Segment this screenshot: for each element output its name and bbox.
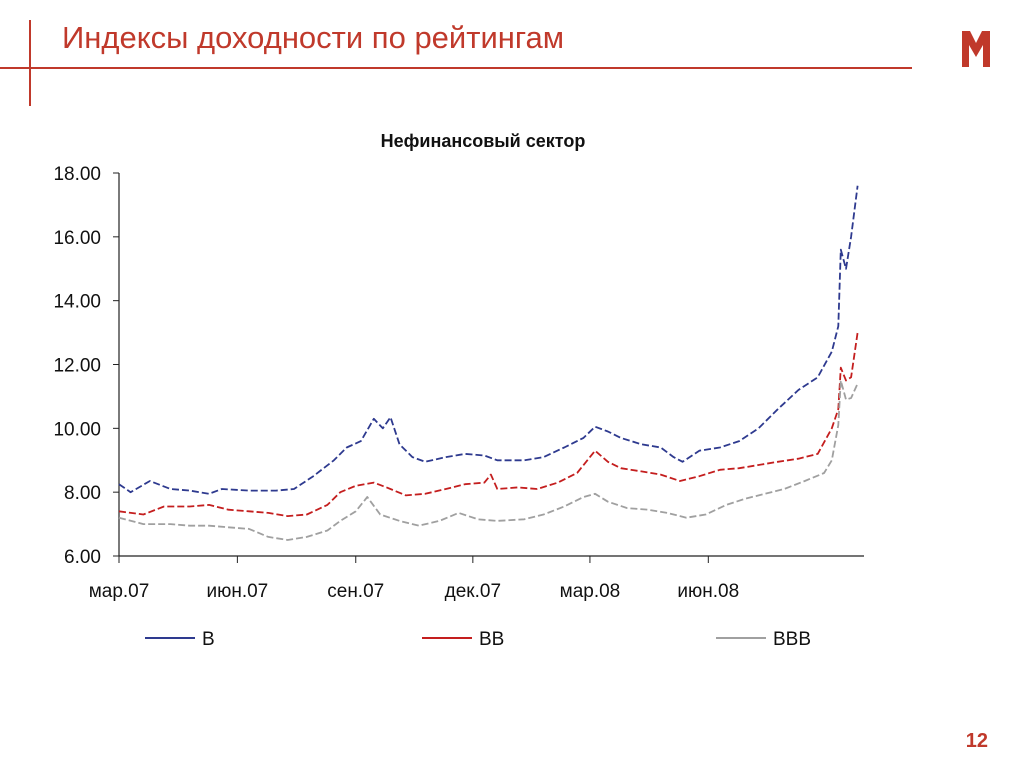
- title-underline: [0, 67, 912, 69]
- series-line-bbb: [118, 379, 859, 541]
- series-line-b: [118, 185, 859, 495]
- series-line-bb: [118, 332, 859, 517]
- legend-label-b: B: [202, 629, 215, 650]
- title-vertical-rule: [29, 20, 31, 106]
- x-tick-label: мар.07: [89, 581, 150, 602]
- legend-label-bbb: BBB: [773, 629, 811, 650]
- page-number: 12: [965, 730, 988, 752]
- y-tick-label: 14.00: [53, 292, 101, 313]
- x-tick-label: дек.07: [445, 581, 501, 602]
- x-tick-label: мар.08: [560, 581, 621, 602]
- x-tick-label: сен.07: [327, 581, 384, 602]
- x-tick-label: июн.07: [206, 581, 268, 602]
- y-tick-label: 16.00: [53, 228, 101, 249]
- y-tick-label: 10.00: [53, 419, 101, 440]
- legend-label-bb: BB: [479, 629, 504, 650]
- x-tick-label: июн.08: [677, 581, 739, 602]
- y-tick-label: 6.00: [64, 547, 101, 568]
- y-tick-label: 12.00: [53, 356, 101, 377]
- y-tick-label: 8.00: [64, 483, 101, 504]
- y-tick-label: 18.00: [53, 164, 101, 185]
- chart-title: Нефинансовый сектор: [380, 131, 586, 151]
- page-title: Индексы доходности по рейтингам: [62, 20, 565, 55]
- m-logo-icon: [962, 31, 990, 67]
